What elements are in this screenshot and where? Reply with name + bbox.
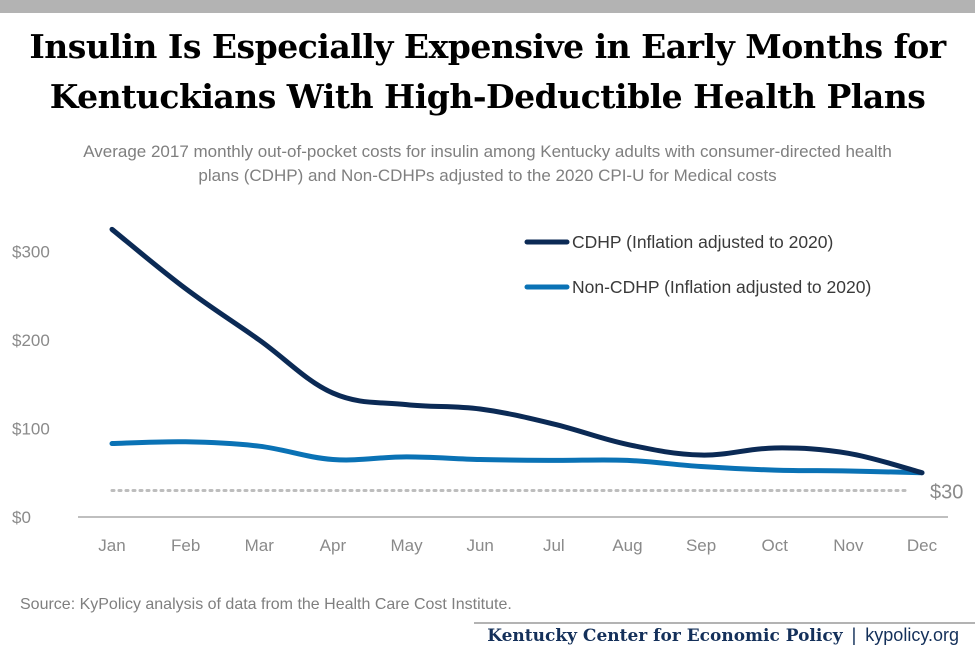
- chart-subtitle-line-2: plans (CDHP) and Non-CDHPs adjusted to t…: [198, 166, 777, 185]
- website-link[interactable]: kypolicy.org: [865, 625, 959, 645]
- chart-title-line-1: Insulin Is Especially Expensive in Early…: [29, 27, 946, 66]
- chart-subtitle: Average 2017 monthly out-of-pocket costs…: [0, 140, 975, 188]
- reference-line: $30: [110, 481, 963, 503]
- chart-subtitle-line-1: Average 2017 monthly out-of-pocket costs…: [83, 142, 892, 161]
- top-bar: [0, 0, 975, 13]
- x-tick-label: May: [390, 536, 423, 555]
- x-tick-label: Aug: [612, 536, 642, 555]
- x-tick-label: Oct: [762, 536, 789, 555]
- y-tick-label: $100: [12, 420, 50, 439]
- series-lines: [109, 226, 925, 476]
- x-tick-label: Jun: [466, 536, 493, 555]
- x-tick-label: Mar: [245, 536, 275, 555]
- reference-line-label: $30: [930, 481, 963, 503]
- x-tick-label: Nov: [833, 536, 864, 555]
- source-note: Source: KyPolicy analysis of data from t…: [20, 596, 512, 613]
- y-axis-ticks: $0 $100 $200 $300: [12, 243, 50, 528]
- x-tick-label: Jul: [543, 536, 565, 555]
- legend-label: CDHP (Inflation adjusted to 2020): [572, 232, 833, 252]
- x-axis-ticks: Jan Feb Mar Apr May Jun Jul Aug Sep Oct Nov Dec: [98, 536, 937, 555]
- chart-title: Insulin Is Especially Expensive in Early…: [0, 22, 975, 122]
- y-tick-label: $0: [12, 508, 31, 527]
- x-tick-label: Dec: [907, 536, 938, 555]
- y-tick-label: $200: [12, 331, 50, 350]
- chart-title-line-2: Kentuckians With High-Deductible Health …: [49, 77, 926, 116]
- legend-label: Non-CDHP (Inflation adjusted to 2020): [572, 277, 871, 297]
- x-tick-label: Apr: [320, 536, 347, 555]
- x-tick-label: Sep: [686, 536, 716, 555]
- y-tick-label: $300: [12, 243, 50, 262]
- x-tick-label: Feb: [171, 536, 200, 555]
- org-name: Kentucky Center for Economic Policy: [487, 626, 843, 646]
- cdhp-series-line: [109, 226, 925, 476]
- footer-credit: Kentucky Center for Economic Policy | ky…: [487, 625, 959, 646]
- legend: CDHP (Inflation adjusted to 2020) Non-CDH…: [524, 232, 871, 297]
- footer-separator: |: [851, 625, 857, 645]
- non-cdhp-series-line: [109, 439, 925, 476]
- line-chart: $0 $100 $200 $300 Jan Feb Mar Apr May Jun Jul Aug S…: [12, 226, 963, 555]
- footer-divider: [474, 622, 975, 624]
- x-tick-label: Jan: [98, 536, 125, 555]
